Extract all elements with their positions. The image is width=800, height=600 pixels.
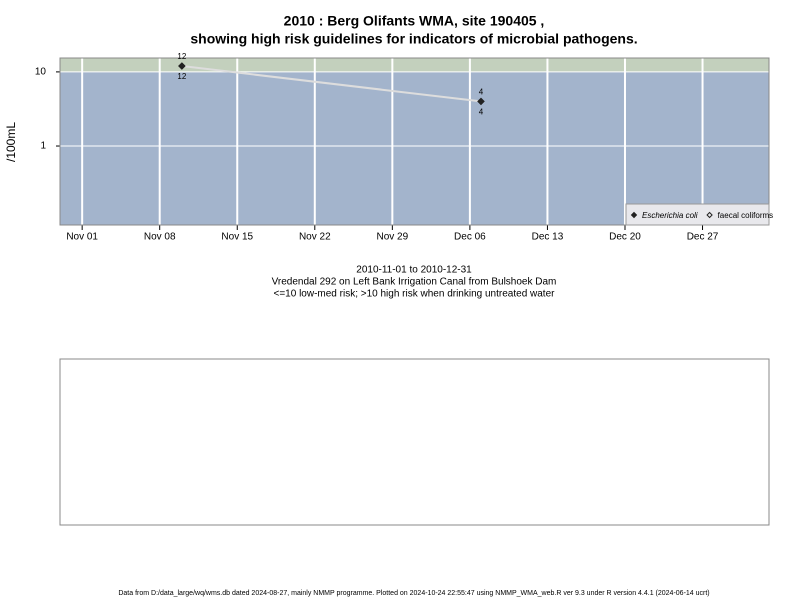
data-label: 4: [479, 88, 484, 97]
chart-title: showing high risk guidelines for indicat…: [190, 31, 637, 47]
x-tick-label: Nov 29: [377, 232, 409, 243]
note: 2010-11-01 to 2010-12-31: [356, 265, 472, 276]
x-tick-label: Nov 15: [221, 232, 253, 243]
data-label: 12: [177, 72, 186, 81]
series-line: [181, 65, 482, 103]
plot-frame: [59, 57, 770, 226]
legend-box: [625, 203, 770, 226]
data-label: 4: [479, 108, 484, 117]
high-risk-band: [60, 58, 769, 72]
point: [477, 97, 485, 106]
x-tick-label: Dec 27: [687, 232, 719, 243]
legend-marker: [630, 211, 638, 219]
x-tick-label: Nov 01: [66, 232, 98, 243]
note: Vredendal 292 on Left Bank Irrigation Ca…: [272, 277, 557, 288]
x-tick-label: Nov 08: [144, 232, 176, 243]
x-tick-label: Dec 06: [454, 232, 486, 243]
legend-marker: [706, 211, 713, 219]
empty-panel: [59, 358, 770, 526]
point: [178, 62, 186, 70]
note: <=10 low-med risk; >10 high risk when dr…: [274, 289, 556, 300]
y-tick-label: 10: [35, 67, 47, 78]
legend-label: faecal coliforms: [718, 211, 774, 220]
data-label: 12: [177, 52, 186, 61]
footer: Data from D:/data_large/wq/wms.db dated …: [118, 590, 709, 597]
low-risk-band: [60, 71, 769, 225]
legend-label: Escherichia coli: [642, 211, 698, 220]
x-tick-label: Nov 22: [299, 232, 331, 243]
y-axis-label: /100mL: [4, 122, 18, 162]
y-tick-label: 1: [40, 141, 46, 152]
x-tick-label: Dec 20: [609, 232, 641, 243]
chart-title: 2010 : Berg Olifants WMA, site 190405 ,: [284, 13, 545, 29]
x-tick-label: Dec 13: [532, 232, 564, 243]
